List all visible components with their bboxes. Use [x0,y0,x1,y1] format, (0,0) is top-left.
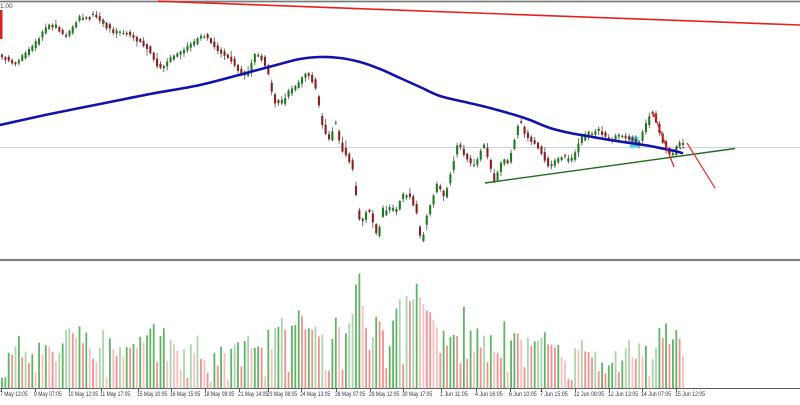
svg-text:14 Jun 07:05: 14 Jun 07:05 [641,391,672,398]
svg-text:1 Jun 11:05: 1 Jun 11:05 [440,391,468,398]
svg-text:1.00: 1.00 [0,3,13,10]
svg-text:11 Jun 08:05: 11 Jun 08:05 [574,391,605,398]
svg-text:28 May 07:05: 28 May 07:05 [335,391,366,398]
svg-text:4 Jun 16:05: 4 Jun 16:05 [475,391,503,398]
svg-text:29 May 12:05: 29 May 12:05 [369,391,400,398]
svg-text:16 May 15:05: 16 May 15:05 [170,391,201,398]
svg-text:10 May 12:05: 10 May 12:05 [68,391,99,398]
svg-text:18 May 09:05: 18 May 09:05 [204,391,235,398]
svg-text:21 May 14:05: 21 May 14:05 [238,391,269,398]
svg-text:23 May 08:05: 23 May 08:05 [267,391,298,398]
svg-text:7 May 13:05: 7 May 13:05 [0,391,28,398]
svg-text:24 May 13:05: 24 May 13:05 [300,391,331,398]
svg-text:6 Jun 10:05: 6 Jun 10:05 [509,391,537,398]
svg-text:15 Jun 12:05: 15 Jun 12:05 [675,391,706,398]
svg-text:7 Jun 15:05: 7 Jun 15:05 [540,391,568,398]
svg-text:11 May 17:05: 11 May 17:05 [100,391,131,398]
svg-text:9 May 07:05: 9 May 07:05 [34,391,62,398]
svg-text:12 Jun 13:05: 12 Jun 13:05 [608,391,639,398]
svg-text:30 May 17:05: 30 May 17:05 [402,391,433,398]
svg-text:15 May 10:05: 15 May 10:05 [137,391,168,398]
